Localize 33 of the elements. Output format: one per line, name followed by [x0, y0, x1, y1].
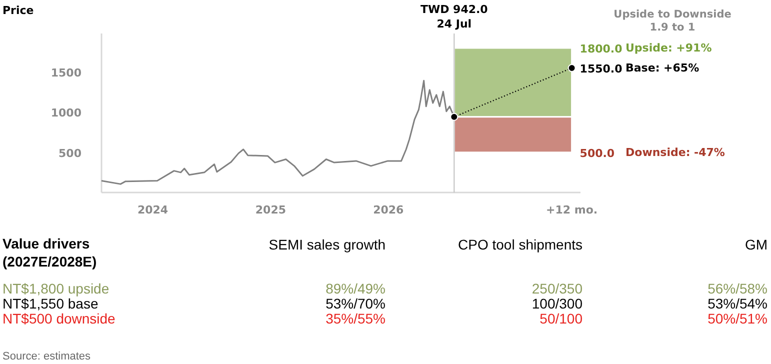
text: NT$1,800 upside	[2, 280, 110, 296]
text: Value drivers (2027E/2028E)	[2, 236, 97, 270]
y-tick-label: 500	[58, 146, 82, 160]
chart-title: Price	[2, 4, 34, 17]
y-tick-label: 1500	[50, 66, 82, 80]
text: Upside: +91%	[626, 41, 712, 54]
text: CPO tool shipments	[458, 236, 583, 252]
text: NT$500 downside	[2, 310, 116, 326]
text: 50%/51%	[708, 310, 768, 326]
text: 53%/70%	[326, 296, 386, 312]
band-label: 1800.0	[580, 42, 623, 56]
text: Upside to Downside 1.9 to 1	[614, 8, 732, 34]
text: 100/300	[532, 296, 583, 312]
text: 250/350	[532, 280, 583, 296]
ref-line-label: TWD 942.0 24 Jul	[420, 3, 488, 30]
text: NT$1,550 base	[2, 296, 98, 312]
text: 56%/58%	[708, 280, 768, 296]
source-note: Source: estimates	[2, 350, 92, 362]
text: 50/100	[540, 310, 583, 326]
x-tick-label: 2026	[373, 204, 404, 216]
text: SEMI sales growth	[268, 236, 386, 252]
x-tick-label: 2024	[137, 204, 168, 216]
text: 89%/49%	[326, 280, 386, 296]
x-tick-label: 2025	[255, 204, 286, 216]
text: 53%/54%	[708, 296, 768, 312]
text: 35%/55%	[326, 310, 386, 326]
x-tick-label: +12 mo.	[546, 204, 598, 216]
y-tick-label: 1000	[50, 106, 82, 120]
annotation: 1550.0	[580, 62, 623, 76]
text: Downside: -47%	[626, 146, 725, 159]
text: GM	[744, 236, 768, 252]
text: Base: +65%	[626, 62, 700, 75]
band-label: 500.0	[580, 146, 615, 160]
